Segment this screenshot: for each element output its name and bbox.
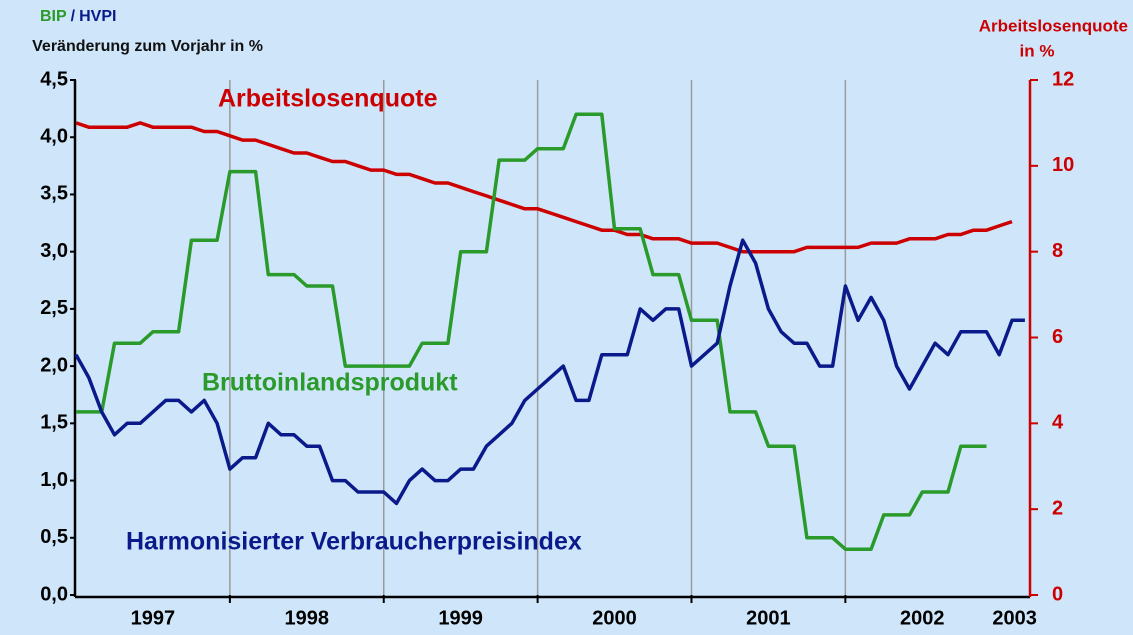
y-tick-label: 3,0 [40,240,68,262]
title-sep: / [71,8,76,25]
x-tick-label: 2002 [900,607,945,629]
y-tick-label: 2,0 [40,354,68,376]
y-tick-label: 4,5 [40,68,68,90]
y-tick-label: 1,0 [40,469,68,491]
title-hvpi: HVPI [79,8,116,25]
y2-tick-label: 8 [1052,240,1063,262]
series-label: Harmonisierter Verbraucherpreisindex [126,528,582,556]
x-tick-label: 2003 [992,607,1037,629]
y-tick-label: 4,0 [40,126,68,148]
y2-tick-label: 2 [1052,497,1063,519]
chart-title: BIP / HVPI [40,8,116,25]
series-label: Arbeitslosenquote [218,85,438,113]
y2-tick-label: 12 [1052,68,1074,90]
plot: 0,0 0,5 1,0 1,5 2,0 2,5 3,0 3,5 4,0 4,5 0 2 4 6 8 10 12 1… [40,68,1074,629]
series-label: Bruttoinlandsprodukt [202,369,458,397]
y2-tick-label: 0 [1052,583,1063,605]
x-tick-label: 1998 [285,607,330,629]
series-line [76,112,987,551]
x-tick-label: 2001 [746,607,791,629]
y2-tick-label: 10 [1052,154,1074,176]
y-tick-label: 0,5 [40,526,68,548]
y-tick-label: 1,5 [40,412,68,434]
series-line [75,121,1013,254]
y2-tick-label: 4 [1052,412,1064,434]
x-tick-label: 1997 [131,607,176,629]
y-tick-label: 0,0 [40,583,68,605]
y2-axis-unit: in % [1020,41,1055,60]
title-bip: BIP [40,8,67,25]
x-tick-label: 1999 [438,607,483,629]
y-tick-label: 3,5 [40,183,68,205]
y2-axis-label: Arbeitslosenquote [979,16,1128,35]
y2-tick-label: 6 [1052,326,1063,348]
y-tick-label: 2,5 [40,297,68,319]
x-tick-label: 2000 [592,607,637,629]
y-axis-label: Veränderung zum Vorjahr in % [32,38,263,55]
series-line [74,238,1025,506]
